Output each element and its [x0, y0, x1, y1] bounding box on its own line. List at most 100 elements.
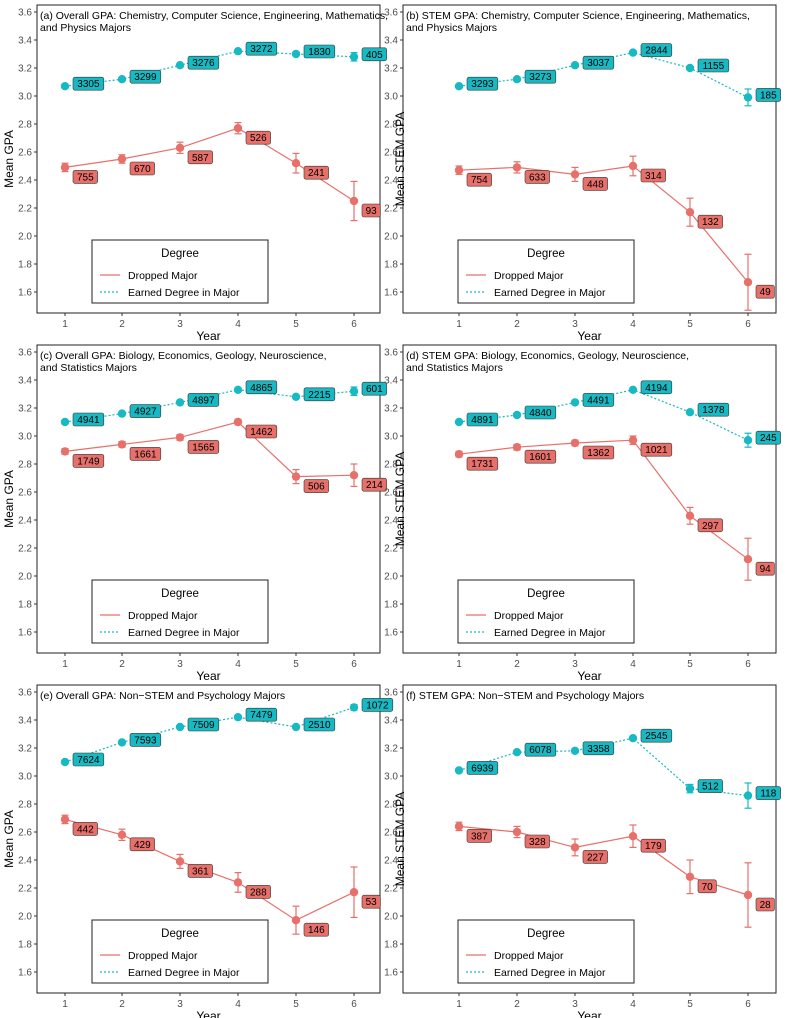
count-label-text: 94 [760, 564, 772, 575]
count-label-text: 1462 [250, 427, 273, 438]
count-label-box [245, 130, 271, 145]
series-line-dropped [64, 421, 355, 478]
legend: Degree Dropped Major Earned Degree in Majo… [91, 579, 269, 644]
count-label-text: 670 [134, 164, 151, 175]
count-label: 1462 [245, 424, 278, 439]
legend-label-dropped: Dropped Major [128, 610, 198, 622]
count-label-text: 448 [587, 179, 604, 190]
point-dropped [570, 843, 580, 852]
count-label-box [524, 742, 557, 757]
count-label-text: 4840 [529, 408, 552, 419]
count-label-text: 28 [760, 900, 772, 911]
count-label-text: 93 [366, 206, 378, 217]
count-label-text: 1155 [703, 61, 725, 72]
x-tick-label: 1 [62, 999, 68, 1010]
count-label-text: 754 [471, 175, 488, 186]
count-label-text: 185 [760, 90, 777, 101]
count-label-text: 1072 [366, 700, 389, 711]
y-tick-label: 3.0 [18, 432, 32, 443]
y-axis-label: Mean STEM GPA [393, 112, 407, 206]
series-line-earned [458, 389, 749, 441]
count-label-box [755, 430, 781, 445]
count-label: 4491 [582, 393, 615, 407]
x-tick-label: 6 [351, 659, 357, 670]
count-label: 755 [72, 170, 98, 184]
count-label-text: 1565 [192, 442, 215, 453]
count-label: 4897 [187, 393, 220, 407]
count-label-box [640, 838, 666, 853]
point-earned [117, 738, 127, 747]
legend-title: Degree [161, 588, 199, 600]
count-label: 754 [466, 172, 492, 187]
x-axis-label: Year [577, 329, 601, 343]
count-label-box [129, 733, 162, 747]
legend-label-dropped: Dropped Major [494, 950, 564, 962]
count-label: 1072 [361, 698, 394, 712]
y-tick-label: 2.6 [18, 828, 32, 839]
count-label-text: 3037 [587, 58, 610, 69]
y-tick-label: 1.6 [384, 968, 398, 979]
count-label-box [582, 177, 608, 191]
x-tick-label: 5 [687, 659, 693, 670]
y-tick-label: 2.6 [384, 828, 398, 839]
count-label-box [72, 752, 105, 767]
count-label-box [72, 454, 105, 468]
legend: Degree Dropped Major Earned Degree in Majo… [457, 579, 635, 644]
count-label-box [466, 761, 499, 775]
count-label-box [361, 47, 387, 62]
count-label-box [697, 402, 730, 417]
point-earned [512, 410, 522, 420]
y-tick-label: 3.0 [18, 772, 32, 783]
count-label-box [755, 284, 775, 299]
count-label: 1362 [582, 445, 615, 460]
point-earned [512, 748, 522, 757]
count-label-box [466, 829, 492, 843]
count-label-box [582, 850, 608, 864]
count-label-text: 6939 [471, 763, 494, 774]
count-label-box [129, 161, 155, 176]
point-dropped [291, 916, 301, 925]
y-tick-label: 3.2 [384, 64, 398, 75]
point-earned [454, 766, 464, 775]
count-label: 6939 [466, 761, 499, 775]
x-axis-label: Year [577, 669, 601, 683]
count-label: 241 [303, 165, 329, 180]
count-label: 227 [582, 850, 608, 864]
count-label: 328 [524, 834, 550, 849]
count-label-box [303, 922, 329, 937]
x-tick-label: 1 [62, 319, 68, 330]
y-tick-label: 2.6 [384, 148, 398, 159]
y-tick-label: 2.0 [18, 572, 32, 583]
x-tick-label: 4 [630, 999, 636, 1010]
count-label-text: 7624 [77, 755, 100, 766]
count-label-text: 526 [250, 133, 267, 144]
count-label: 3299 [129, 69, 162, 84]
count-label-box [187, 864, 213, 878]
y-tick-label: 2.8 [384, 120, 398, 131]
point-dropped [349, 888, 359, 897]
y-tick-label: 3.2 [18, 404, 32, 415]
y-tick-label: 3.2 [384, 404, 398, 415]
point-earned [685, 63, 695, 73]
count-label-text: 506 [308, 482, 325, 493]
panel-title: (d) STEM GPA: Biology, Economics, Geolog… [406, 350, 689, 362]
count-label-text: 1362 [587, 448, 610, 459]
count-label-text: 6078 [529, 745, 552, 756]
point-earned [175, 722, 185, 732]
y-tick-label: 2.6 [18, 488, 32, 499]
count-label-box [303, 479, 329, 493]
panel-title: (f) STEM GPA: Non−STEM and Psychology Ma… [406, 690, 644, 702]
point-dropped [628, 436, 638, 445]
count-label-box [303, 165, 329, 180]
point-dropped [117, 154, 127, 164]
count-label-box [187, 717, 220, 732]
x-tick-label: 5 [687, 319, 693, 330]
count-label: 3037 [582, 55, 615, 70]
point-earned [291, 392, 301, 401]
count-label-text: 429 [134, 840, 151, 851]
count-label-text: 387 [471, 831, 488, 842]
count-label-box [755, 88, 781, 102]
panel-e: (e) Overall GPA: Non−STEM and Psychology… [2, 684, 394, 1018]
count-label-text: 1830 [308, 47, 331, 58]
count-label-text: 146 [308, 925, 325, 936]
